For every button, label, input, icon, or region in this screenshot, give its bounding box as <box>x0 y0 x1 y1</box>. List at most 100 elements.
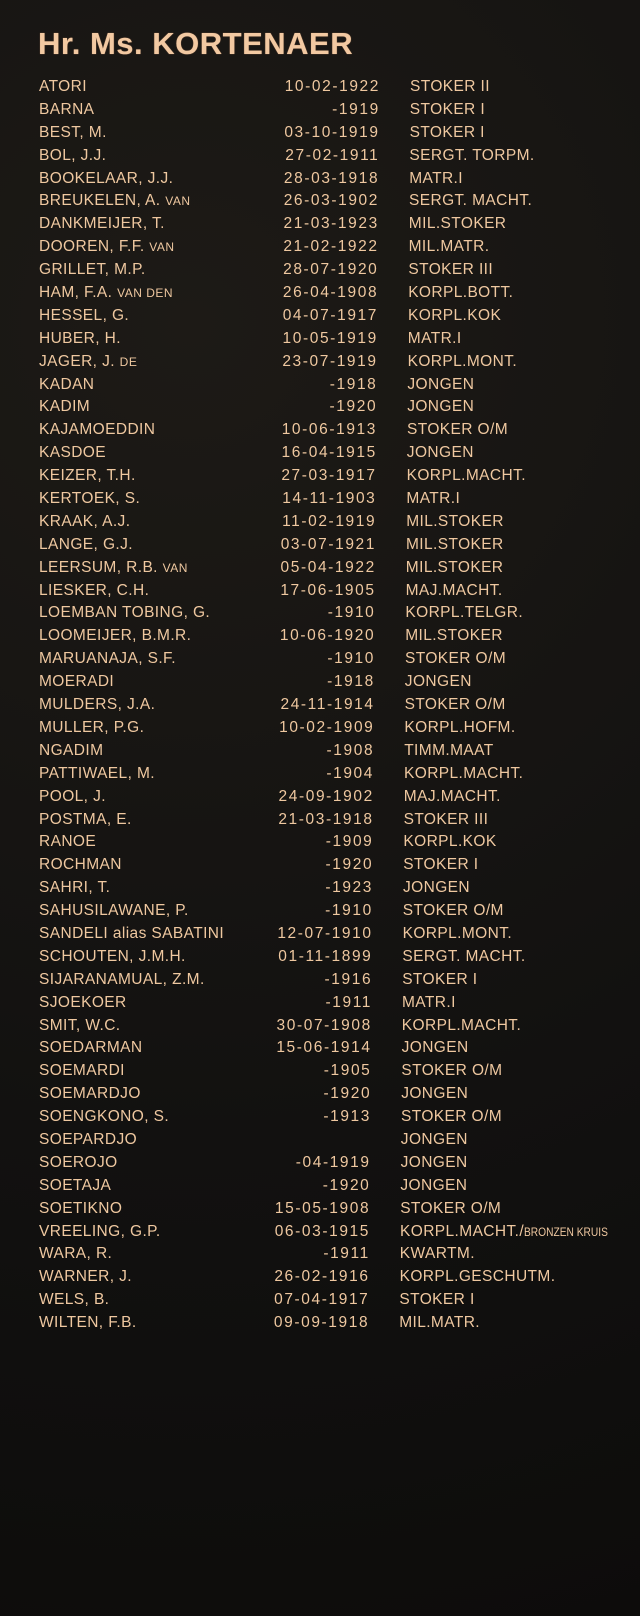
person-name: BREUKELEN, A. VAN <box>39 190 191 213</box>
person-name: KERTOEK, S. <box>39 488 140 511</box>
birth-date: 28-07-1920 <box>283 261 379 279</box>
birth-date: 27-03-1917 <box>281 467 377 485</box>
birth-date: -1913 <box>323 1108 371 1126</box>
person-name: SOEMARDJO <box>39 1083 141 1106</box>
list-item: SOETIKNO 15-05-1908 STOKER O/M <box>0 1198 640 1221</box>
person-name: SAHUSILAWANE, P. <box>39 900 189 923</box>
list-item: DANKMEIJER, T. 21-03-1923 MIL.STOKER <box>0 213 640 236</box>
name-particle: VAN DEN <box>117 286 174 301</box>
name-text: BOL, J.J. <box>39 146 107 164</box>
rank: KWARTM. <box>400 1243 475 1266</box>
person-name: GRILLET, M.P. <box>39 259 146 282</box>
list-item: VREELING, G.P. 06-03-1915 KORPL.MACHT./BRO… <box>0 1221 640 1244</box>
name-text: POSTMA, E. <box>39 810 132 828</box>
list-item: SIJARANAMUAL, Z.M. -1916 STOKER I <box>0 969 640 992</box>
person-name: KRAAK, A.J. <box>39 511 130 534</box>
rank: STOKER O/M <box>405 648 506 671</box>
rank-text: JONGEN <box>404 673 472 691</box>
birth-date: -1923 <box>325 879 373 897</box>
name-text: SANDELI alias SABATINI <box>39 924 225 942</box>
rank: STOKER I <box>399 1289 474 1312</box>
rank-text: MIL.MATR. <box>408 238 490 256</box>
name-text: WARNER, J. <box>39 1268 132 1286</box>
person-name: WELS, B. <box>39 1289 109 1312</box>
person-name: ROCHMAN <box>39 854 122 877</box>
birth-date: 16-04-1915 <box>281 444 377 462</box>
rank: STOKER I <box>410 122 485 145</box>
list-item: ATORI 10-02-1922 STOKER II <box>0 76 640 99</box>
rank: MATR.I <box>408 328 462 351</box>
rank-text: KWARTM. <box>399 1245 475 1263</box>
person-name: MULDERS, J.A. <box>39 694 155 717</box>
birth-date: 17-06-1905 <box>280 581 376 599</box>
birth-date: 04-07-1917 <box>282 306 378 324</box>
birth-date: -1910 <box>325 902 373 920</box>
birth-date: -1920 <box>325 856 374 874</box>
rank: STOKER O/M <box>401 1060 502 1083</box>
person-name: BOOKELAAR, J.J. <box>39 168 173 191</box>
rank: KORPL.MONT. <box>408 351 517 374</box>
rank-text: MIL.STOKER <box>406 535 504 553</box>
list-item: BOOKELAAR, J.J. 28-03-1918 MATR.I <box>0 168 640 191</box>
rank: STOKER O/M <box>405 694 506 717</box>
name-text: WILTEN, F.B. <box>39 1314 137 1332</box>
rank: JONGEN <box>407 396 474 419</box>
list-item: DOOREN, F.F. VAN 21-02-1922 MIL.MATR. <box>0 236 640 259</box>
name-text: KADIM <box>39 398 91 416</box>
rank: STOKER III <box>408 259 493 282</box>
rank: JONGEN <box>407 374 474 397</box>
rank-text: STOKER II <box>410 78 490 95</box>
rank: KORPL.MACHT./BRONZEN KRUIS <box>400 1221 623 1244</box>
birth-date: 12-07-1910 <box>277 924 373 942</box>
name-text: SOETAJA <box>39 1176 112 1194</box>
rank: KORPL.MONT. <box>403 923 512 946</box>
person-name: SOETAJA <box>39 1175 111 1198</box>
rank: KORPL.HOFM. <box>404 717 515 740</box>
rank-text: KORPL.TELGR. <box>405 604 524 622</box>
list-item: KEIZER, T.H. 27-03-1917 KORPL.MACHT. <box>0 465 640 488</box>
rank: STOKER II <box>410 76 490 99</box>
list-item: HUBER, H. 10-05-1919 MATR.I <box>0 328 640 351</box>
rank: SERGT. MACHT. <box>409 190 532 213</box>
list-item: KADIM -1920 JONGEN <box>0 396 640 419</box>
list-item: KERTOEK, S. 14-11-1903 MATR.I <box>0 488 640 511</box>
rank: MIL.STOKER <box>406 557 504 580</box>
rank-text: KORPL.KOK <box>403 833 497 851</box>
rank: STOKER O/M <box>407 419 508 442</box>
birth-date: 06-03-1915 <box>274 1222 370 1240</box>
birth-date: -1920 <box>322 1176 371 1194</box>
birth-date: 28-03-1918 <box>283 169 380 187</box>
list-item: POSTMA, E. 21-03-1918 STOKER III <box>0 809 640 832</box>
rank: JONGEN <box>405 671 472 694</box>
rank-text: STOKER O/M <box>404 696 506 714</box>
rank-text: STOKER O/M <box>401 1062 503 1080</box>
rank: MIL.STOKER <box>406 534 504 557</box>
rank: KORPL.GESCHUTM. <box>400 1266 556 1289</box>
person-name: MULLER, P.G. <box>39 717 144 740</box>
person-name: LIESKER, C.H. <box>39 580 149 603</box>
rank-text: STOKER O/M <box>400 1199 502 1217</box>
birth-date: -1908 <box>326 741 375 759</box>
list-item: BARNA -1919 STOKER I <box>0 99 640 122</box>
birth-date: -1911 <box>323 1245 370 1263</box>
list-item: SOEDARMAN 15-06-1914 JONGEN <box>0 1037 640 1060</box>
name-text: RANOE <box>39 833 97 851</box>
rank: STOKER I <box>403 854 478 877</box>
person-name: HAM, F.A. VAN DEN <box>39 282 173 305</box>
rank-text: JONGEN <box>401 1039 469 1057</box>
rank: MIL.STOKER <box>406 511 504 534</box>
birth-date: 24-09-1902 <box>278 787 374 805</box>
rank-text: MATR.I <box>409 169 463 187</box>
rank: MIL.STOKER <box>409 213 507 236</box>
name-particle: DE <box>119 354 138 369</box>
birth-date: 23-07-1919 <box>282 352 378 370</box>
rank-text: JONGEN <box>400 1176 468 1194</box>
name-text: BARNA <box>39 100 95 118</box>
person-name: SOEROJO <box>39 1152 118 1175</box>
person-name: KEIZER, T.H. <box>39 465 136 488</box>
birth-date: -1918 <box>327 673 375 691</box>
rank: KORPL.MACHT. <box>407 465 526 488</box>
rank-text: JONGEN <box>400 1153 468 1171</box>
list-item: SOEMARDI -1905 STOKER O/M <box>0 1060 640 1083</box>
birth-date: 03-10-1919 <box>284 123 380 141</box>
